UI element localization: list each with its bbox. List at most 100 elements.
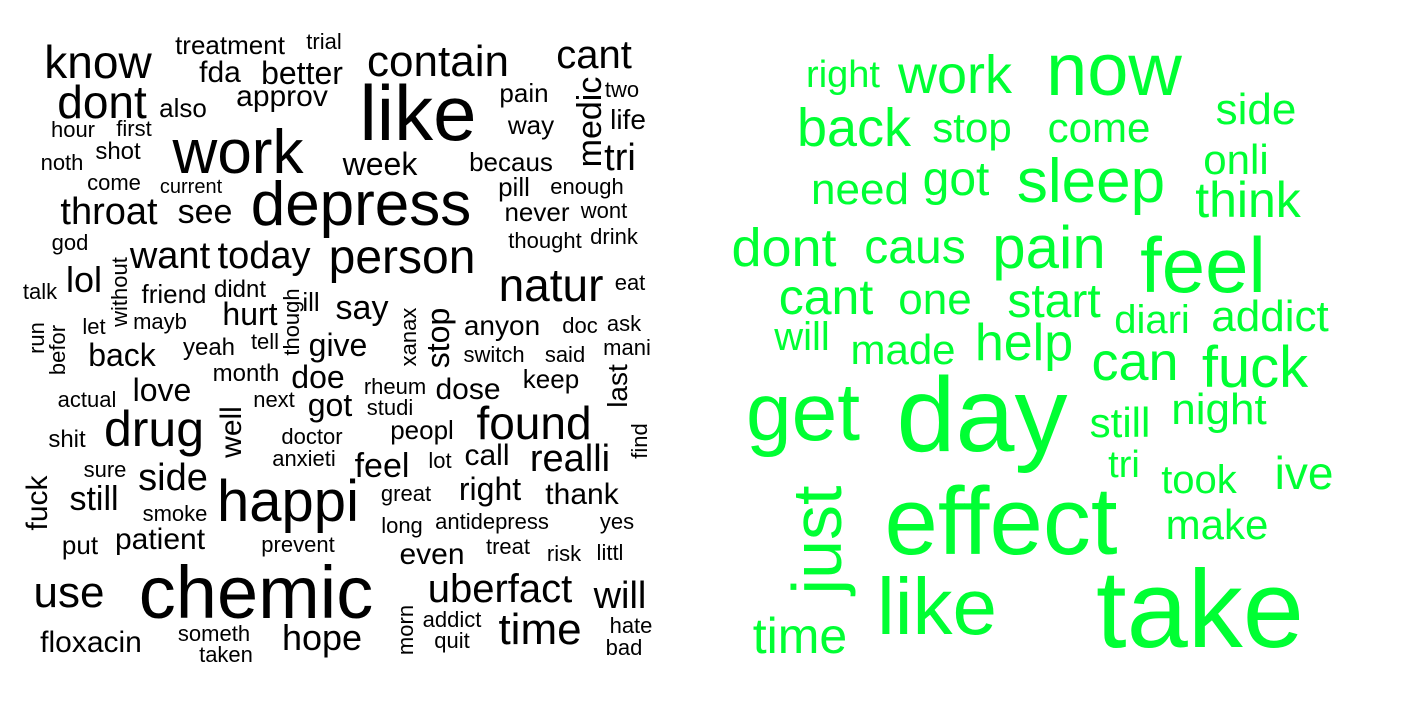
left-word-18: work — [172, 118, 304, 187]
left-word-119: hate — [609, 613, 653, 638]
left-word-3: fda — [199, 56, 241, 89]
right-word-7: onli — [1203, 136, 1269, 183]
left-word-66: month — [212, 360, 280, 387]
right-word-2: now — [1046, 28, 1182, 111]
left-word-40: lol — [65, 259, 103, 300]
left-word-42: natur — [498, 259, 604, 311]
left-word-48: say — [335, 289, 389, 327]
left-word-83: find — [627, 423, 652, 459]
right-word-29: night — [1171, 385, 1267, 434]
left-word-91: fuck — [21, 475, 54, 531]
left-word-76: studi — [366, 395, 414, 420]
left-word-5: contain — [367, 37, 509, 86]
left-word-2: know — [44, 36, 152, 88]
left-word-38: person — [328, 231, 476, 284]
left-word-61: yeah — [182, 334, 236, 361]
left-word-29: throat — [60, 191, 158, 233]
right-word-9: got — [922, 153, 990, 206]
left-word-72: actual — [57, 387, 117, 412]
left-word-64: said — [544, 342, 586, 367]
right-word-8: need — [811, 165, 909, 214]
right-word-35: effect — [884, 468, 1118, 575]
left-word-109: use — [33, 568, 105, 617]
left-word-24: come — [87, 170, 141, 195]
right-word-33: took — [1161, 458, 1237, 502]
left-word-80: doctor — [281, 424, 343, 449]
left-word-85: call — [464, 439, 510, 472]
left-word-44: friend — [141, 279, 207, 309]
left-word-22: week — [342, 146, 418, 182]
left-word-73: next — [253, 387, 295, 412]
left-word-7: two — [604, 77, 640, 102]
left-word-89: feel — [354, 447, 410, 485]
left-word-113: addict — [422, 607, 482, 632]
left-word-50: mayb — [133, 309, 187, 334]
left-word-37: today — [217, 235, 311, 277]
left-word-45: didnt — [213, 276, 267, 303]
left-word-21: noth — [40, 150, 84, 175]
left-word-14: life — [610, 104, 646, 135]
right-word-26: get — [746, 367, 860, 458]
left-word-116: hope — [281, 617, 363, 658]
left-word-52: hurt — [222, 296, 278, 332]
left-word-68: rheum — [363, 374, 427, 399]
right-word-5: stop — [932, 104, 1012, 151]
left-word-43: eat — [614, 270, 646, 295]
left-word-28: depress — [250, 170, 472, 239]
left-word-8: dont — [57, 76, 147, 128]
left-word-58: befor — [45, 324, 70, 376]
left-word-100: yes — [599, 509, 635, 534]
right-word-4: back — [796, 98, 912, 158]
left-word-86: realli — [529, 438, 611, 480]
left-word-117: time — [498, 605, 582, 654]
left-word-115: someth — [177, 621, 251, 646]
left-word-9: approv — [236, 80, 328, 113]
left-word-53: stop — [420, 307, 456, 369]
left-word-112: morn — [393, 604, 418, 656]
right-word-21: will — [774, 315, 830, 359]
right-word-11: think — [1195, 172, 1301, 228]
left-word-55: anyon — [463, 310, 541, 341]
left-word-77: well — [215, 406, 248, 458]
left-word-60: back — [88, 337, 156, 373]
right-word-18: start — [1007, 275, 1101, 328]
left-word-56: doc — [562, 313, 598, 338]
left-word-98: long — [381, 513, 423, 538]
left-word-63: switch — [463, 342, 525, 367]
left-word-23: becaus — [469, 147, 553, 177]
left-word-57: ask — [606, 311, 642, 336]
right-word-30: tri — [1108, 444, 1140, 486]
left-word-17: way — [507, 110, 555, 140]
left-word-104: risk — [546, 541, 582, 566]
left-word-12: also — [159, 93, 207, 123]
right-word-20: diari — [1114, 298, 1190, 342]
right-word-17: one — [898, 275, 972, 324]
left-word-81: peopl — [390, 415, 454, 445]
left-word-103: treat — [485, 534, 531, 559]
left-word-11: medic — [571, 76, 609, 168]
right-word-32: ive — [1274, 447, 1334, 499]
left-word-71: last — [602, 364, 633, 408]
left-word-95: thank — [545, 478, 619, 511]
left-word-84: anxieti — [272, 446, 336, 471]
left-word-19: shot — [95, 138, 141, 165]
right-word-10: sleep — [1016, 147, 1166, 216]
left-word-49: let — [82, 314, 106, 339]
left-word-36: want — [129, 235, 211, 277]
left-word-10: pain — [499, 78, 549, 108]
left-word-97: smoke — [142, 501, 208, 526]
left-word-62: give — [308, 327, 368, 363]
right-word-28: still — [1089, 399, 1151, 446]
right-word-34: make — [1165, 501, 1269, 548]
left-word-120: taken — [199, 642, 253, 667]
left-word-34: thought — [508, 228, 582, 253]
right-word-24: can — [1091, 332, 1179, 392]
left-word-121: bad — [605, 635, 643, 660]
right-word-22: made — [850, 326, 956, 373]
left-word-75: got — [307, 387, 353, 423]
left-word-102: prevent — [261, 532, 335, 557]
right-word-3: side — [1215, 85, 1297, 134]
right-word-1: work — [897, 45, 1013, 105]
left-word-90: side — [138, 457, 208, 499]
left-word-79: shit — [48, 426, 86, 453]
